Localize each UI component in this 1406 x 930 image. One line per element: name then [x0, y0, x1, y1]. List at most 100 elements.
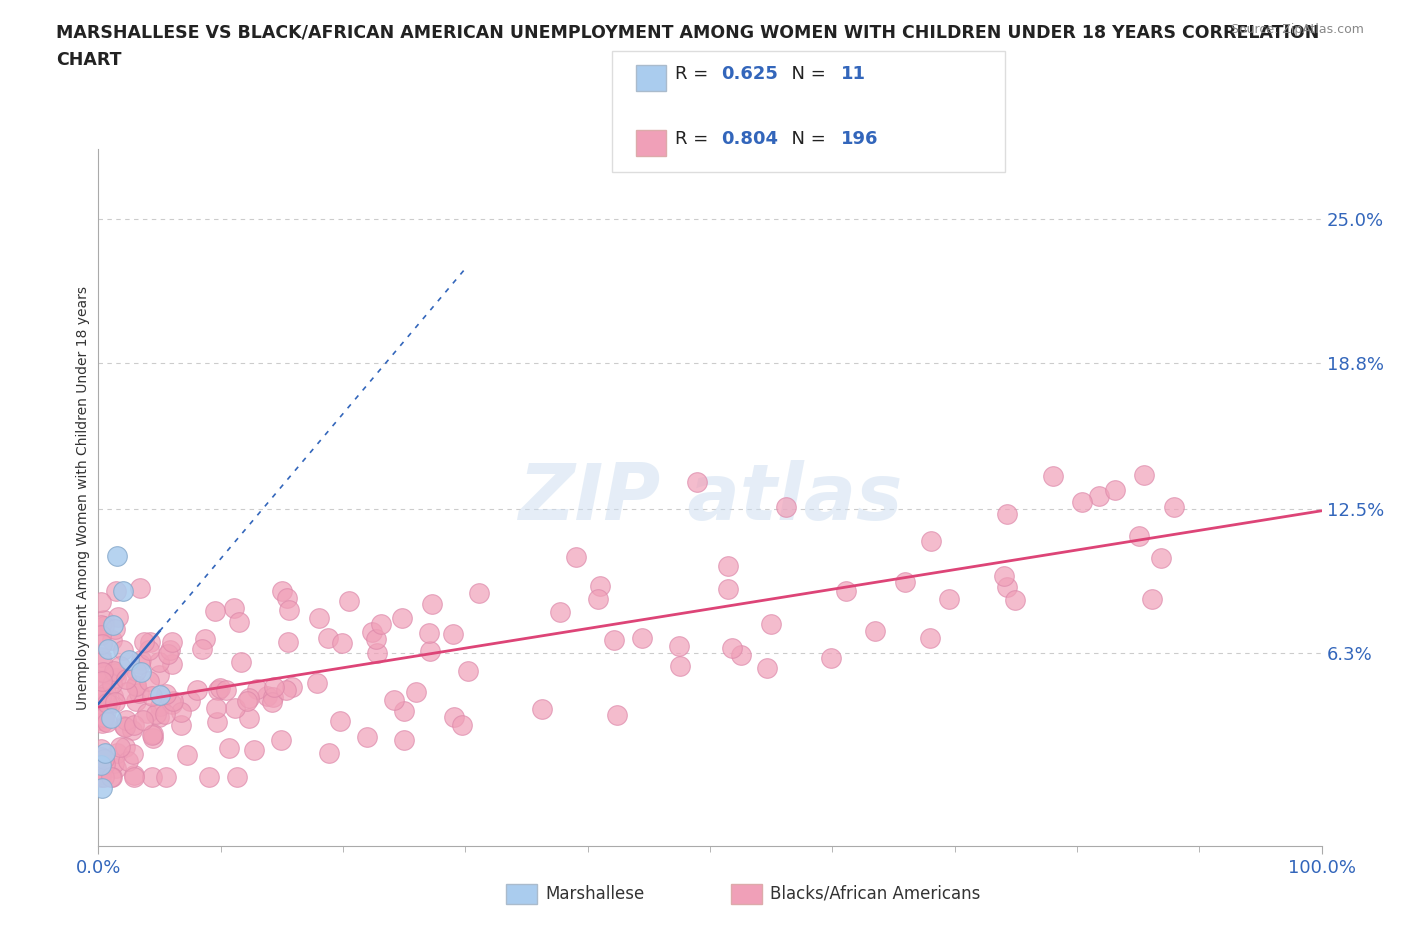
Point [238, 691, 260, 706]
Point [205, 714, 228, 729]
Point [122, 769, 145, 784]
Point [1128, 529, 1150, 544]
Text: CHART: CHART [56, 51, 122, 69]
Point [318, 746, 340, 761]
Point [138, 643, 160, 658]
Point [125, 694, 148, 709]
Text: Source: ZipAtlas.com: Source: ZipAtlas.com [1230, 23, 1364, 36]
Point [90, 690, 112, 705]
Point [330, 635, 353, 650]
Point [938, 591, 960, 606]
Point [246, 682, 269, 697]
Point [405, 684, 427, 699]
Point [149, 699, 172, 714]
Point [218, 740, 240, 755]
Point [117, 753, 139, 768]
Point [93, 769, 115, 784]
Point [96, 696, 118, 711]
Point [105, 549, 128, 564]
Point [93, 710, 115, 724]
Point [105, 746, 128, 761]
Text: 196: 196 [841, 130, 879, 148]
Point [1004, 592, 1026, 607]
Point [329, 713, 352, 728]
Point [602, 632, 624, 647]
Point [90, 628, 112, 643]
Point [169, 718, 191, 733]
Point [105, 584, 128, 599]
Point [162, 657, 184, 671]
Point [1070, 495, 1092, 510]
Point [995, 579, 1018, 594]
Point [668, 639, 690, 654]
Point [129, 665, 152, 680]
Point [98, 697, 121, 711]
Point [721, 641, 744, 656]
Text: Blacks/African Americans: Blacks/African Americans [770, 884, 981, 903]
Point [893, 574, 915, 589]
Point [90, 754, 112, 769]
Point [131, 652, 153, 667]
Point [228, 614, 250, 629]
Point [207, 683, 229, 698]
Point [920, 533, 942, 548]
Point [105, 761, 128, 776]
Point [103, 689, 125, 704]
Point [586, 592, 609, 607]
Point [141, 769, 163, 784]
Point [392, 733, 415, 748]
Point [224, 700, 246, 715]
Point [531, 702, 554, 717]
Point [391, 611, 413, 626]
Point [191, 642, 214, 657]
Point [995, 507, 1018, 522]
Point [159, 643, 181, 658]
Point [93, 689, 115, 704]
Text: 0.625: 0.625 [721, 65, 778, 83]
Point [274, 683, 297, 698]
Point [155, 769, 177, 784]
Point [1042, 469, 1064, 484]
Point [148, 710, 170, 724]
Point [91, 637, 114, 652]
Point [101, 677, 124, 692]
Text: Marshallese: Marshallese [546, 884, 645, 903]
Point [198, 769, 221, 784]
Point [224, 601, 246, 616]
Point [717, 581, 740, 596]
Point [90, 712, 112, 727]
Point [589, 579, 612, 594]
Point [364, 631, 387, 646]
Point [276, 591, 298, 605]
Point [337, 593, 360, 608]
Point [209, 681, 232, 696]
Point [1163, 499, 1185, 514]
Point [238, 711, 260, 725]
Point [138, 673, 160, 688]
Point [418, 625, 440, 640]
Point [270, 733, 292, 748]
Point [271, 583, 294, 598]
Point [90, 750, 112, 764]
Point [93, 746, 115, 761]
Point [129, 657, 152, 671]
Point [145, 707, 167, 722]
Y-axis label: Unemployment Among Women with Children Under 18 years: Unemployment Among Women with Children U… [76, 286, 90, 710]
Point [125, 678, 148, 693]
Point [117, 684, 139, 699]
Point [122, 767, 145, 782]
Point [382, 692, 405, 707]
Point [835, 583, 858, 598]
Point [755, 660, 778, 675]
Point [124, 718, 146, 733]
Point [90, 742, 112, 757]
Point [256, 689, 278, 704]
Point [186, 683, 208, 698]
Point [141, 689, 163, 704]
Point [91, 673, 114, 688]
Point [468, 586, 491, 601]
Point [104, 695, 127, 710]
Point [775, 499, 797, 514]
Point [100, 711, 122, 726]
Point [918, 631, 941, 645]
